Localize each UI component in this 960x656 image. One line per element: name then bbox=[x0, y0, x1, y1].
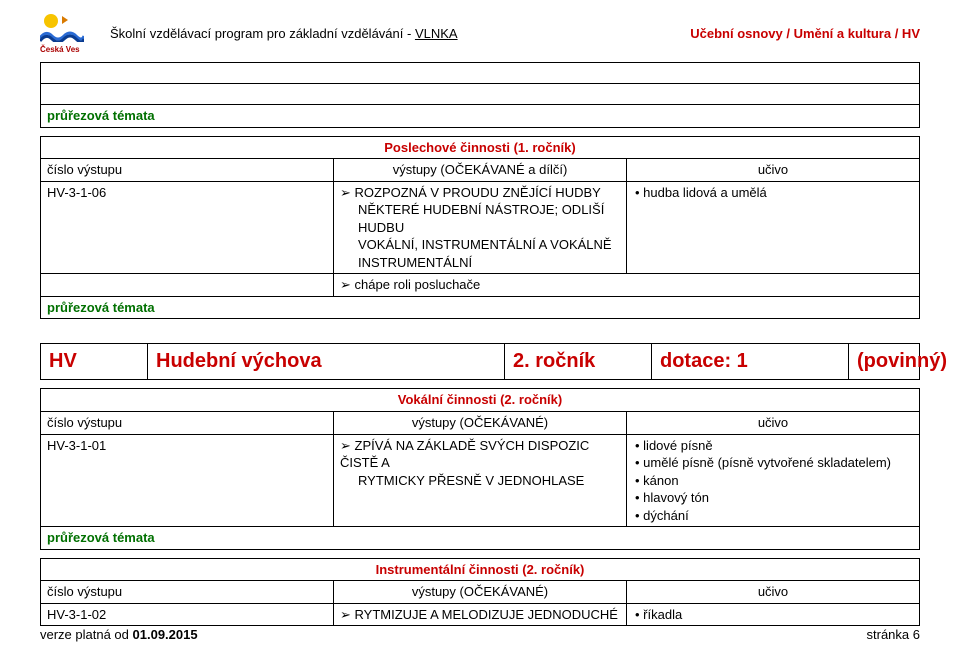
col-ucivo: učivo bbox=[627, 412, 920, 435]
col-cislo-vystupu: číslo výstupu bbox=[41, 412, 334, 435]
output-line: VOKÁLNÍ, INSTRUMENTÁLNÍ A VOKÁLNĚ bbox=[340, 236, 620, 254]
pruzova-temata-row: průřezová témata bbox=[41, 527, 920, 550]
col-ucivo: učivo bbox=[627, 159, 920, 182]
footer-date: 01.09.2015 bbox=[133, 627, 198, 642]
sun-icon bbox=[44, 14, 58, 28]
band-mandatory: (povinný) bbox=[849, 344, 920, 380]
logo-text: Česká Ves bbox=[40, 45, 80, 54]
footer-page: stránka 6 bbox=[867, 627, 920, 642]
beak-icon bbox=[62, 16, 68, 24]
ucivo-item: umělé písně (písně vytvořené skladatelem… bbox=[633, 454, 913, 472]
document-header: Česká Ves Školní vzdělávací program pro … bbox=[40, 12, 920, 54]
empty-row bbox=[41, 63, 920, 84]
section-title: Instrumentální činnosti (2. ročník) bbox=[41, 558, 920, 581]
block-vokalni: Vokální činnosti (2. ročník) číslo výstu… bbox=[40, 388, 920, 549]
page-footer: verze platná od 01.09.2015 stránka 6 bbox=[40, 627, 920, 642]
page: Česká Ves Školní vzdělávací program pro … bbox=[0, 0, 960, 656]
band-year: 2. ročník bbox=[505, 344, 652, 380]
code-cell: HV-3-1-01 bbox=[41, 434, 334, 527]
col-vystupy: výstupy (OČEKÁVANÉ a dílčí) bbox=[334, 159, 627, 182]
footer-version: verze platná od 01.09.2015 bbox=[40, 627, 198, 642]
output-line: ROZPOZNÁ V PROUDU ZNĚJÍCÍ HUDBY bbox=[340, 184, 620, 202]
empty-row bbox=[41, 84, 920, 105]
band-code: HV bbox=[41, 344, 148, 380]
ucivo-item: hudba lidová a umělá bbox=[633, 184, 913, 202]
output-line: ZPÍVÁ NA ZÁKLADĚ SVÝCH DISPOZIC ČISTĚ A bbox=[340, 437, 620, 472]
ucivo-item: kánon bbox=[633, 472, 913, 490]
col-cislo-vystupu: číslo výstupu bbox=[41, 581, 334, 604]
header-right: Učební osnovy / Umění a kultura / HV bbox=[690, 26, 920, 41]
outputs-cell: ZPÍVÁ NA ZÁKLADĚ SVÝCH DISPOZIC ČISTĚ A … bbox=[334, 434, 627, 527]
ucivo-item: dýchání bbox=[633, 507, 913, 525]
band-name: Hudební výchova bbox=[148, 344, 505, 380]
ucivo-item: říkadla bbox=[633, 606, 913, 624]
extra-cell: chápe roli posluchače bbox=[334, 274, 920, 297]
subject-band: HV Hudební výchova 2. ročník dotace: 1 (… bbox=[40, 343, 920, 380]
band-dotace: dotace: 1 bbox=[652, 344, 849, 380]
output-line: RYTMICKY PŘESNĚ V JEDNOHLASE bbox=[340, 472, 620, 490]
header-left-link[interactable]: VLNKA bbox=[415, 26, 458, 41]
section-title: Poslechové činnosti (1. ročník) bbox=[41, 136, 920, 159]
header-left: Školní vzdělávací program pro základní v… bbox=[110, 26, 458, 41]
output-line: RYTMIZUJE A MELODIZUJE JEDNODUCHÉ bbox=[340, 606, 620, 624]
ucivo-cell: hudba lidová a umělá bbox=[627, 181, 920, 274]
footer-prefix: verze platná od bbox=[40, 627, 133, 642]
code-cell: HV-3-1-02 bbox=[41, 603, 334, 626]
pruzova-temata-row: průřezová témata bbox=[41, 296, 920, 319]
col-cislo-vystupu: číslo výstupu bbox=[41, 159, 334, 182]
code-cell: HV-3-1-06 bbox=[41, 181, 334, 274]
section-title: Vokální činnosti (2. ročník) bbox=[41, 389, 920, 412]
block-poslechove: Poslechové činnosti (1. ročník) číslo vý… bbox=[40, 136, 920, 320]
col-ucivo: učivo bbox=[627, 581, 920, 604]
output-line: chápe roli posluchače bbox=[340, 276, 913, 294]
outputs-cell: RYTMIZUJE A MELODIZUJE JEDNODUCHÉ bbox=[334, 603, 627, 626]
col-vystupy: výstupy (OČEKÁVANÉ) bbox=[334, 581, 627, 604]
school-logo: Česká Ves bbox=[40, 12, 98, 54]
empty-cell bbox=[41, 274, 334, 297]
pruzova-temata-row: průřezová témata bbox=[41, 105, 920, 128]
output-line: NĚKTERÉ HUDEBNÍ NÁSTROJE; ODLIŠÍ HUDBU bbox=[340, 201, 620, 236]
intro-table: průřezová témata bbox=[40, 62, 920, 128]
ucivo-cell: říkadla bbox=[627, 603, 920, 626]
col-vystupy: výstupy (OČEKÁVANÉ) bbox=[334, 412, 627, 435]
block-instrumentalni: Instrumentální činnosti (2. ročník) čísl… bbox=[40, 558, 920, 627]
wave-icon bbox=[40, 30, 84, 40]
ucivo-item: hlavový tón bbox=[633, 489, 913, 507]
outputs-cell: ROZPOZNÁ V PROUDU ZNĚJÍCÍ HUDBY NĚKTERÉ … bbox=[334, 181, 627, 274]
output-line: INSTRUMENTÁLNÍ bbox=[340, 254, 620, 272]
header-left-plain: Školní vzdělávací program pro základní v… bbox=[110, 26, 415, 41]
ucivo-cell: lidové písně umělé písně (písně vytvořen… bbox=[627, 434, 920, 527]
ucivo-item: lidové písně bbox=[633, 437, 913, 455]
